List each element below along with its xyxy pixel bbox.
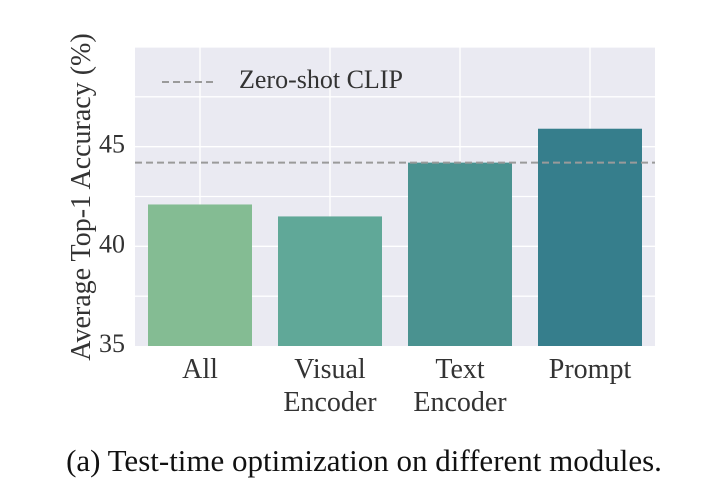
figure-caption: (a) Test-time optimization on different … (66, 443, 662, 478)
y-tick-labels: 35 40 45 (99, 130, 125, 358)
y-tick-label: 45 (99, 130, 125, 159)
bar-prompt (538, 128, 642, 346)
x-tick-label-line: Text (435, 354, 485, 385)
bar-text-encoder (408, 162, 512, 346)
x-tick-label-line: Visual (294, 354, 366, 385)
y-axis-label: Average Top-1 Accuracy (%) (66, 33, 97, 360)
x-tick-label-line: Encoder (283, 387, 377, 418)
x-tick-label: Text Encoder (413, 354, 507, 418)
x-tick-label: Visual Encoder (283, 354, 377, 418)
x-tick-label: All (182, 354, 218, 385)
legend: Zero-shot CLIP (162, 65, 403, 94)
x-tick-label-line: Prompt (549, 354, 632, 385)
bar-all (148, 204, 252, 346)
x-tick-label: Prompt (549, 354, 632, 385)
bars (148, 128, 642, 346)
y-tick-label: 35 (99, 329, 125, 358)
legend-label: Zero-shot CLIP (239, 65, 403, 94)
x-tick-label-line: All (182, 354, 218, 385)
y-tick-label: 40 (99, 229, 125, 258)
x-tick-label-line: Encoder (413, 387, 507, 418)
bar-visual-encoder (278, 216, 382, 346)
